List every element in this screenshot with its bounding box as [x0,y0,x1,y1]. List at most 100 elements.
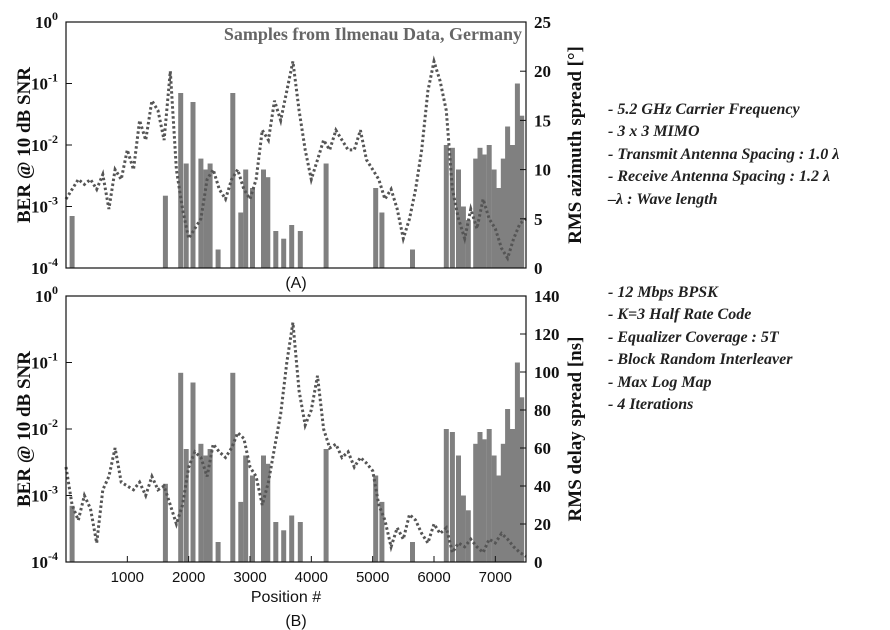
ber-bar [465,220,471,268]
ber-bar [500,443,506,562]
ber-bar [207,449,213,562]
ber-bar [203,169,209,268]
ber-bar [519,397,525,562]
ber-bar [69,505,75,562]
ber-bar [379,212,385,268]
ber-bar [203,455,209,562]
ber-bar [465,510,471,562]
ber-bar [473,158,479,268]
x-tick-label: 5000 [356,569,389,586]
ber-bar [198,443,204,562]
ber-bar [460,495,466,562]
y-tick-label: 10-1 [31,350,58,373]
ber-bar [183,449,189,562]
ber-bar [505,409,511,562]
y2-tick-label: 100 [534,363,560,382]
panel-a-notes: - 5.2 GHz Carrier Frequency - 3 x 3 MIMO… [608,99,839,211]
note-item: - Max Log Map [608,373,712,391]
ber-bar [183,163,189,268]
y2-axis-label: RMS azimuth spread [°] [565,46,586,244]
y-tick-label: 10-1 [31,71,58,94]
ber-bar [238,501,244,562]
note-item: - Block Random Interleaver [608,351,793,369]
ber-bar [373,475,379,562]
ber-bar [323,163,329,268]
ber-bar [481,439,487,562]
ber-bar [243,455,249,562]
ber-bar [297,231,303,268]
y-axis-label: BER @ 10 dB SNR [14,67,35,223]
rms-spread-line [64,55,527,262]
ber-bar [273,231,279,268]
y-tick-label: 100 [35,9,58,32]
ber-bar [443,145,449,268]
x-tick-label: 6000 [417,569,450,586]
ber-bar [243,169,249,268]
x-tick-label: 2000 [172,569,205,586]
ber-bar [514,83,520,268]
ber-bar [449,147,455,268]
ber-bar [510,145,515,268]
note-item: - Receive Antenna Spacing : 1.2 λ [608,168,831,186]
y-tick-label: 10-4 [31,255,58,278]
ber-bar [477,432,483,562]
y2-tick-label: 20 [534,515,551,534]
ber-bar [297,522,303,562]
y2-tick-label: 40 [534,477,551,496]
ber-bar [273,522,279,562]
y2-tick-label: 0 [534,259,543,278]
note-item: - 12 Mbps BPSK [608,284,718,301]
rms-spread-line [64,322,527,558]
ber-bar [443,429,449,562]
chart-panel-1: 100 10-1 10-2 10-3 10-4 0 5 10 15 20 25 BER @ 10 dB… [14,9,586,292]
y2-tick-label: 60 [534,439,551,458]
ber-bar [510,429,515,562]
panel-caption: (B) [285,613,306,630]
ber-bar [456,455,461,562]
ber-bar [162,483,168,562]
y-tick-label: 10-3 [31,483,58,506]
ber-bar [261,169,266,268]
note-item: –λ : Wave length [608,190,718,208]
ber-bar [514,362,520,562]
ber-bar [496,475,502,562]
ber-bar [289,225,295,268]
ber-bar [230,372,236,562]
note-item: - Equalizer Coverage : 5T [608,328,779,346]
ber-bar [215,249,221,268]
ber-bar [289,515,295,562]
y2-tick-label: 25 [534,13,551,32]
ber-bar [238,212,244,268]
ber-bar [265,463,271,562]
ber-bar [410,542,415,562]
y-tick-label: 10-2 [31,416,58,439]
ber-bar [496,188,502,268]
y2-axis-label: RMS delay spread [ns] [565,337,586,522]
ber-bar [505,126,511,268]
ber-bar [178,93,184,268]
note-item: - Transmit Antenna Spacing : 1.0 λ [608,145,840,163]
ber-bar [486,145,492,268]
chart-panel-2: 100 10-1 10-2 10-3 10-4 0 20 40 60 80 100 120 140 100… [14,283,586,630]
y2-tick-label: 0 [534,553,543,572]
y2-tick-label: 80 [534,401,551,420]
ber-bar [500,158,506,268]
panel-caption: (A) [285,275,306,292]
ber-bar [281,530,287,562]
ber-bar [261,455,266,562]
y2-tick-label: 120 [534,325,560,344]
ber-bar [486,429,492,562]
ber-bar [250,188,255,268]
ber-bar [281,238,287,268]
note-item: - K=3 Half Rate Code [608,306,752,324]
note-item: - 3 x 3 MIMO [608,123,700,141]
ber-bar [190,382,196,562]
y-tick-label: 10-2 [31,132,58,155]
ber-bar [265,177,271,268]
y2-tick-label: 10 [534,161,551,180]
ber-bar [481,154,487,268]
ber-bar [379,501,385,562]
ber-bar [519,115,525,268]
